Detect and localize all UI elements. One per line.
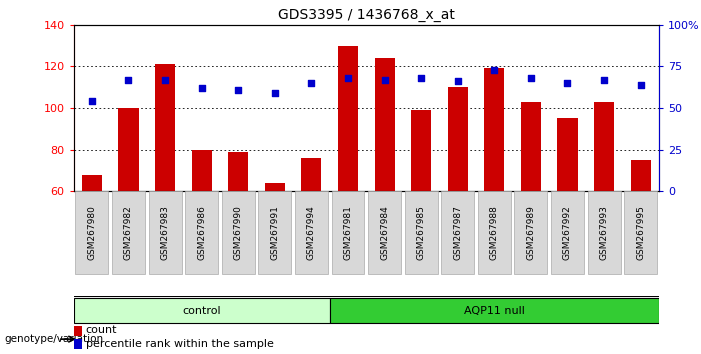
FancyBboxPatch shape <box>441 191 474 274</box>
Point <box>599 77 610 82</box>
Text: GSM267990: GSM267990 <box>233 205 243 260</box>
FancyBboxPatch shape <box>112 191 145 274</box>
Text: GSM267989: GSM267989 <box>526 205 536 260</box>
Point <box>562 80 573 86</box>
FancyBboxPatch shape <box>404 191 437 274</box>
Bar <box>228 152 248 191</box>
Text: percentile rank within the sample: percentile rank within the sample <box>86 339 274 349</box>
Text: GSM267993: GSM267993 <box>599 205 608 260</box>
Point <box>416 75 427 81</box>
Text: GSM267982: GSM267982 <box>124 205 133 260</box>
Bar <box>374 58 395 191</box>
Bar <box>484 68 505 191</box>
FancyBboxPatch shape <box>332 191 365 274</box>
Bar <box>594 102 614 191</box>
Bar <box>631 160 651 191</box>
FancyBboxPatch shape <box>185 191 218 274</box>
Point <box>342 75 353 81</box>
Text: GSM267985: GSM267985 <box>416 205 426 260</box>
Text: AQP11 null: AQP11 null <box>464 306 525 316</box>
Point <box>379 77 390 82</box>
Text: GSM267987: GSM267987 <box>454 205 462 260</box>
Point <box>159 77 170 82</box>
Text: GSM267980: GSM267980 <box>88 205 97 260</box>
FancyBboxPatch shape <box>259 191 292 274</box>
Text: count: count <box>86 325 117 335</box>
Bar <box>118 108 139 191</box>
Bar <box>82 175 102 191</box>
Point <box>525 75 536 81</box>
Text: GSM267981: GSM267981 <box>343 205 353 260</box>
Text: GSM267983: GSM267983 <box>161 205 170 260</box>
FancyBboxPatch shape <box>74 298 329 323</box>
Bar <box>411 110 431 191</box>
Text: GSM267991: GSM267991 <box>271 205 279 260</box>
Point <box>452 79 463 84</box>
Point <box>635 82 646 87</box>
Point <box>86 98 97 104</box>
Text: GSM267992: GSM267992 <box>563 205 572 260</box>
FancyBboxPatch shape <box>587 191 620 274</box>
Bar <box>155 64 175 191</box>
FancyBboxPatch shape <box>551 191 584 274</box>
Point <box>196 85 207 91</box>
FancyBboxPatch shape <box>222 191 254 274</box>
Bar <box>557 118 578 191</box>
Text: GSM267995: GSM267995 <box>636 205 645 260</box>
FancyBboxPatch shape <box>329 298 659 323</box>
Text: control: control <box>182 306 221 316</box>
Bar <box>74 339 83 349</box>
FancyBboxPatch shape <box>624 191 657 274</box>
Text: GSM267984: GSM267984 <box>380 205 389 260</box>
FancyBboxPatch shape <box>515 191 547 274</box>
Point <box>489 67 500 73</box>
Point <box>306 80 317 86</box>
FancyBboxPatch shape <box>368 191 401 274</box>
FancyBboxPatch shape <box>149 191 182 274</box>
Point <box>123 77 134 82</box>
Bar <box>301 158 322 191</box>
Bar <box>448 87 468 191</box>
Point <box>233 87 244 92</box>
Text: GSM267994: GSM267994 <box>307 205 316 260</box>
Bar <box>74 326 83 336</box>
FancyBboxPatch shape <box>76 191 109 274</box>
Bar <box>265 183 285 191</box>
Bar <box>191 149 212 191</box>
Text: GSM267986: GSM267986 <box>197 205 206 260</box>
Text: genotype/variation: genotype/variation <box>4 334 103 344</box>
FancyBboxPatch shape <box>295 191 328 274</box>
Bar <box>521 102 541 191</box>
Text: GSM267988: GSM267988 <box>490 205 499 260</box>
Bar <box>338 46 358 191</box>
FancyBboxPatch shape <box>478 191 511 274</box>
Title: GDS3395 / 1436768_x_at: GDS3395 / 1436768_x_at <box>278 8 455 22</box>
Point <box>269 90 280 96</box>
